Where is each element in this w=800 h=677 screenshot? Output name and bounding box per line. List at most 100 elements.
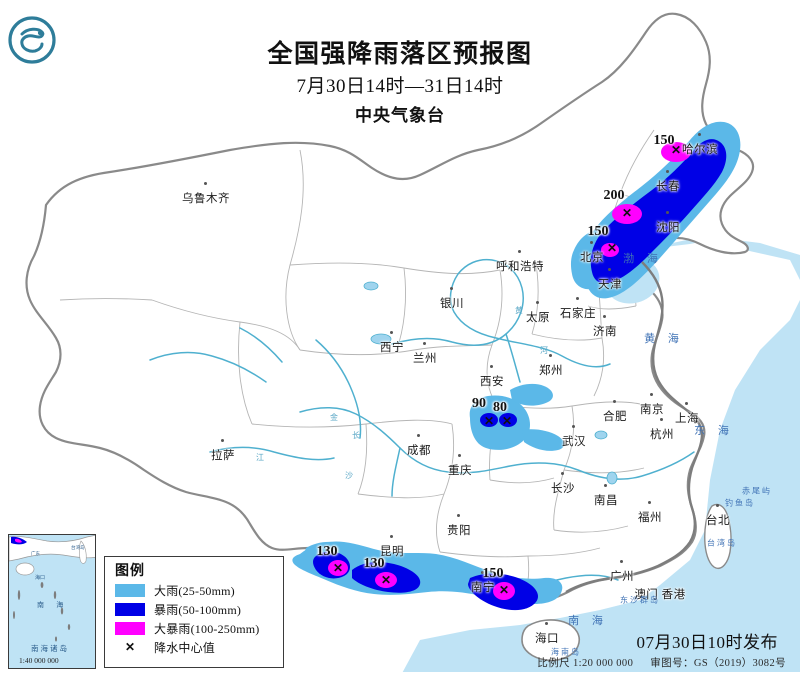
city-marker-dot [603, 315, 606, 318]
precipitation-center-value: 200 [603, 188, 625, 203]
city-marker-dot [685, 402, 688, 405]
city-label: 昆明 [380, 535, 404, 559]
precip-northeast [570, 121, 741, 299]
precipitation-center-marker: ✕ [333, 559, 343, 577]
city-name: 乌鲁木齐 [182, 193, 230, 205]
city-marker-dot [572, 425, 575, 428]
geographic-label: 黄 海 [644, 333, 684, 345]
river-label: 沙 [345, 471, 353, 480]
geographic-label: 台湾岛 [707, 538, 737, 548]
city-label: 海口 [535, 622, 559, 646]
city-marker-dot [650, 393, 653, 396]
city-name: 长春 [656, 181, 680, 193]
city-name: 天津 [598, 279, 622, 291]
x-mark-icon: ✕ [124, 640, 136, 654]
svg-text:台湾岛: 台湾岛 [71, 544, 85, 551]
city-label: 南京 [640, 393, 664, 417]
city-name: 福州 [638, 512, 662, 524]
precipitation-center-marker: ✕ [381, 571, 391, 589]
city-label: 北京 [580, 241, 604, 265]
city-name: 贵阳 [447, 525, 471, 537]
city-label: 上海 [675, 402, 699, 426]
geographic-label: 东 海 [694, 425, 734, 437]
precipitation-center-value: 150 [653, 133, 675, 148]
city-name: 长沙 [551, 483, 575, 495]
x-mark-icon: ✕ [332, 561, 344, 575]
city-marker-dot [417, 434, 420, 437]
legend-item: 大暴雨(100-250mm) [115, 619, 275, 638]
x-mark-icon: ✕ [621, 206, 633, 220]
inset-scale-text: 1:40 000 000 [19, 656, 59, 665]
city-label: 广州 [610, 560, 634, 584]
bottom-spacer [0, 672, 800, 677]
precipitation-center-value: 150 [482, 566, 504, 581]
china-landmass [25, 12, 755, 602]
river-label: 金 [330, 413, 338, 422]
city-label: 福州 [638, 501, 662, 525]
legend-title: 图例 [115, 564, 145, 579]
precipitation-center-marker: ✕ [622, 204, 632, 222]
city-name: 西宁 [380, 342, 404, 354]
city-name: 济南 [593, 326, 617, 338]
city-label: 西安 [480, 365, 504, 389]
x-mark-icon: ✕ [670, 143, 682, 157]
precip-light-central-upper [510, 383, 553, 406]
x-mark-icon: ✕ [498, 583, 510, 597]
city-marker-dot [458, 454, 461, 457]
city-marker-dot [666, 170, 669, 173]
city-name: 哈尔滨 [682, 144, 718, 156]
city-marker-dot [561, 472, 564, 475]
precip-heavy-northeast [590, 139, 727, 284]
river-label: 长 [352, 431, 360, 440]
legend-color-swatch [115, 622, 145, 635]
city-name: 拉萨 [211, 450, 235, 462]
city-name: 南昌 [594, 495, 618, 507]
city-name: 澳门 香港 [634, 589, 686, 601]
geographic-label: 东沙群岛 [620, 595, 660, 605]
river-label: 江 [256, 453, 264, 462]
legend-item: 大雨(25-50mm) [115, 581, 275, 600]
precip-heavy-central-80 [499, 413, 517, 427]
city-marker-dot [549, 354, 552, 357]
city-label: 合肥 [603, 400, 627, 424]
china-meteorological-administration-logo [8, 16, 56, 64]
city-name: 重庆 [448, 465, 472, 477]
city-marker-dot [457, 514, 460, 517]
city-label: 太原 [526, 301, 550, 325]
city-label: 长春 [656, 170, 680, 194]
precipitation-center-marker: ✕ [499, 581, 509, 599]
city-label: 沈阳 [656, 211, 680, 235]
precip-severe-guangxi-w [375, 572, 397, 588]
x-mark-icon: ✕ [380, 573, 392, 587]
city-label: 石家庄 [560, 297, 596, 321]
city-name: 北京 [580, 252, 604, 264]
city-name: 南京 [640, 404, 664, 416]
city-label: 台北 [706, 504, 730, 528]
city-name: 广州 [610, 571, 634, 583]
city-name: 银川 [440, 298, 464, 310]
legend-box: 图例 大雨(25-50mm) 暴雨(50-100mm) 大暴雨(100-250mm)… [104, 556, 284, 668]
legend-color-swatch [115, 603, 145, 616]
city-label: 郑州 [539, 354, 563, 378]
geographic-label: 渤 海 [623, 253, 663, 265]
city-marker-dot [450, 287, 453, 290]
city-label: 银川 [440, 287, 464, 311]
city-marker-dot [576, 297, 579, 300]
south-china-sea-inset: 海口 广东 台湾岛 南 海 南海诸岛 1:40 000 000 [8, 534, 96, 669]
city-label: 贵阳 [447, 514, 471, 538]
city-label: 南宁 [471, 571, 495, 595]
legend-item-label: 大雨(25-50mm) [154, 584, 235, 598]
city-label: 长沙 [551, 472, 575, 496]
precip-light-central-tail [522, 429, 564, 451]
city-label: 武汉 [562, 425, 586, 449]
city-name: 沈阳 [656, 222, 680, 234]
city-label: 重庆 [448, 454, 472, 478]
x-mark-icon: ✕ [606, 241, 618, 255]
map-approval-number: 审图号：GS（2019）3082号 [650, 658, 786, 669]
city-marker-dot [698, 133, 701, 136]
precipitation-center-marker: ✕ [484, 412, 494, 430]
precip-severe-guangxi-e [493, 582, 515, 600]
city-name: 呼和浩特 [496, 261, 544, 273]
geographic-label: 海南岛 [551, 647, 581, 657]
